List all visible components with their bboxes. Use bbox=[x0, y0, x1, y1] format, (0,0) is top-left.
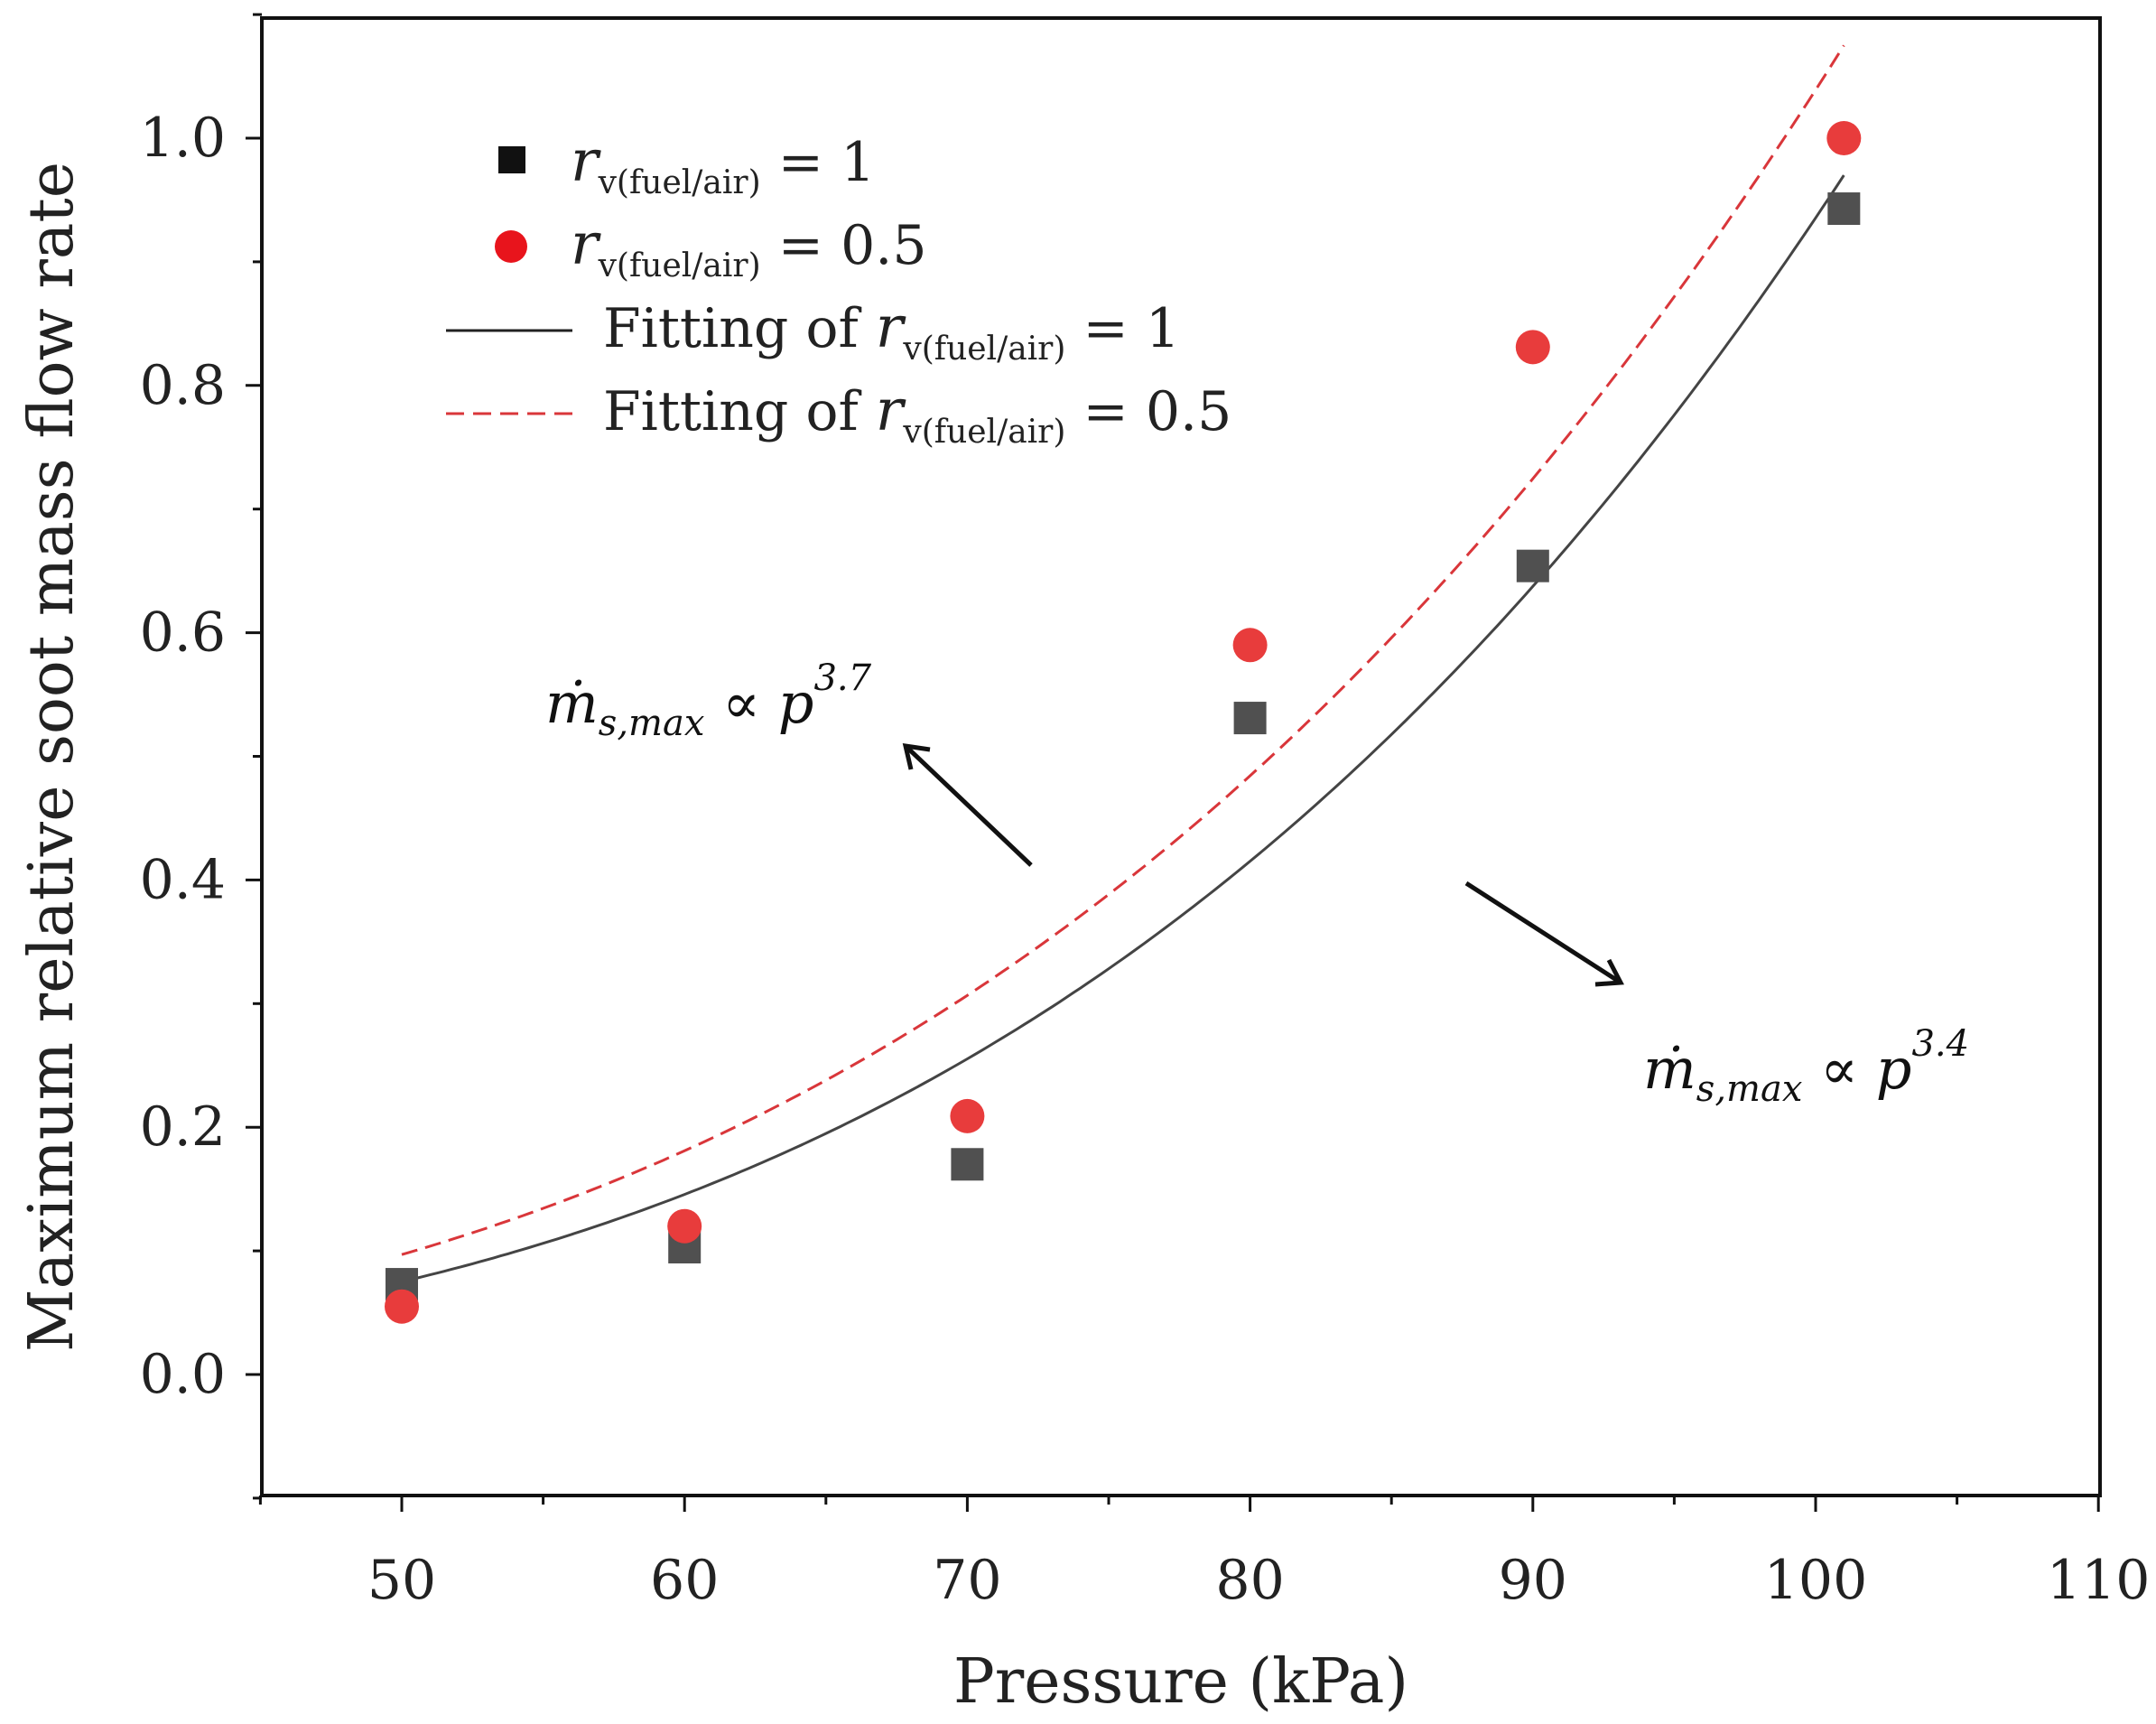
fit-curves bbox=[401, 44, 1845, 1283]
x-tick-label: 90 bbox=[1499, 1549, 1567, 1612]
legend-entry-3-suffix: = 1 bbox=[1065, 297, 1180, 360]
annotation-arrow-1 bbox=[904, 744, 1033, 867]
legend-entry-2-subscript: v(fuel/air) bbox=[598, 247, 761, 284]
data-point-square bbox=[1233, 702, 1267, 735]
y-axis-title: Maximum relative soot mass flow rate bbox=[16, 162, 88, 1352]
data-points bbox=[385, 121, 1862, 1324]
x-tick-label: 100 bbox=[1764, 1549, 1868, 1612]
legend-entry-4-suffix: = 0.5 bbox=[1065, 380, 1231, 443]
annotation-2-relation: ∝ p bbox=[1802, 1036, 1911, 1102]
legend-marker-square bbox=[498, 146, 525, 173]
legend-entry-2-suffix: = 0.5 bbox=[761, 214, 927, 277]
x-tick-label: 60 bbox=[650, 1549, 719, 1612]
data-point-square bbox=[951, 1148, 984, 1181]
annotation-arrowhead-1 bbox=[902, 742, 931, 770]
annotation-1-superscript: 3.7 bbox=[813, 657, 871, 699]
x-tick-label: 110 bbox=[2047, 1549, 2151, 1612]
x-tick-label: 80 bbox=[1215, 1549, 1284, 1612]
y-tick-label: 0.2 bbox=[140, 1095, 226, 1159]
annotation-2-subscript: s,max bbox=[1696, 1068, 1803, 1110]
x-tick-label: 50 bbox=[367, 1549, 436, 1612]
annotation-exponent-3-4: ṁs,max ∝ p3.4 bbox=[1643, 1023, 1969, 1110]
y-tick-label: 0.4 bbox=[140, 848, 226, 911]
plot-frame bbox=[260, 16, 2102, 1497]
legend-entry-4-subscript: v(fuel/air) bbox=[902, 414, 1065, 451]
legend-entry-2: rv(fuel/air) = 0.5 bbox=[571, 211, 927, 284]
annotation-exponent-3-7: ṁs,max ∝ p3.7 bbox=[545, 657, 872, 744]
tick-marks bbox=[246, 13, 2100, 1512]
data-point-circle bbox=[667, 1208, 702, 1244]
legend-entry-4: Fitting of rv(fuel/air) = 0.5 bbox=[603, 377, 1231, 451]
legend-entry-3-symbol: r bbox=[876, 294, 906, 361]
annotation-1-subscript: s,max bbox=[599, 703, 705, 744]
legend: rv(fuel/air) = 1 rv(fuel/air) = 0.5 Fitt… bbox=[446, 128, 1231, 451]
data-point-circle bbox=[1515, 330, 1550, 365]
legend-entry-3: Fitting of rv(fuel/air) = 1 bbox=[603, 294, 1180, 368]
annotation-2-superscript: 3.4 bbox=[1911, 1023, 1969, 1065]
y-tick-label: 0.6 bbox=[140, 601, 226, 665]
legend-entry-1-symbol: r bbox=[571, 128, 601, 195]
annotation-2-base: ṁ bbox=[1643, 1036, 1696, 1102]
y-tick-label: 0.8 bbox=[140, 354, 226, 417]
legend-entry-1: rv(fuel/air) = 1 bbox=[571, 128, 875, 201]
data-point-circle bbox=[950, 1098, 985, 1133]
data-point-square bbox=[1827, 192, 1861, 226]
legend-entry-3-subscript: v(fuel/air) bbox=[902, 331, 1065, 368]
legend-entry-2-symbol: r bbox=[571, 211, 601, 278]
legend-entry-3-prefix: Fitting of bbox=[603, 297, 876, 360]
fit-curve-dashed bbox=[401, 44, 1845, 1256]
annotation-arrowhead-2 bbox=[1594, 958, 1624, 987]
y-tick-label: 1.0 bbox=[140, 107, 226, 170]
annotation-1-base: ṁ bbox=[545, 670, 599, 736]
data-point-circle bbox=[1232, 628, 1268, 663]
annotation-1-relation: ∝ p bbox=[704, 670, 813, 736]
legend-entry-4-prefix: Fitting of bbox=[603, 380, 876, 443]
data-point-square bbox=[1516, 549, 1549, 582]
x-tick-label: 70 bbox=[933, 1549, 1001, 1612]
y-tick-labels: 0.0 0.2 0.4 0.6 0.8 1.0 bbox=[140, 107, 226, 1406]
legend-entry-1-suffix: = 1 bbox=[761, 131, 876, 194]
y-tick-label: 0.0 bbox=[140, 1343, 226, 1406]
legend-marker-circle bbox=[495, 230, 527, 263]
legend-entry-4-symbol: r bbox=[876, 377, 906, 444]
x-tick-labels: 50 60 70 80 90 100 110 bbox=[367, 1549, 2151, 1612]
legend-entry-1-subscript: v(fuel/air) bbox=[598, 164, 761, 201]
data-point-circle bbox=[385, 1289, 419, 1324]
annotation-arrow-2 bbox=[1464, 881, 1622, 985]
fit-curve-solid bbox=[401, 174, 1845, 1283]
x-axis-title: Pressure (kPa) bbox=[953, 1646, 1408, 1718]
data-point-circle bbox=[1826, 121, 1862, 155]
